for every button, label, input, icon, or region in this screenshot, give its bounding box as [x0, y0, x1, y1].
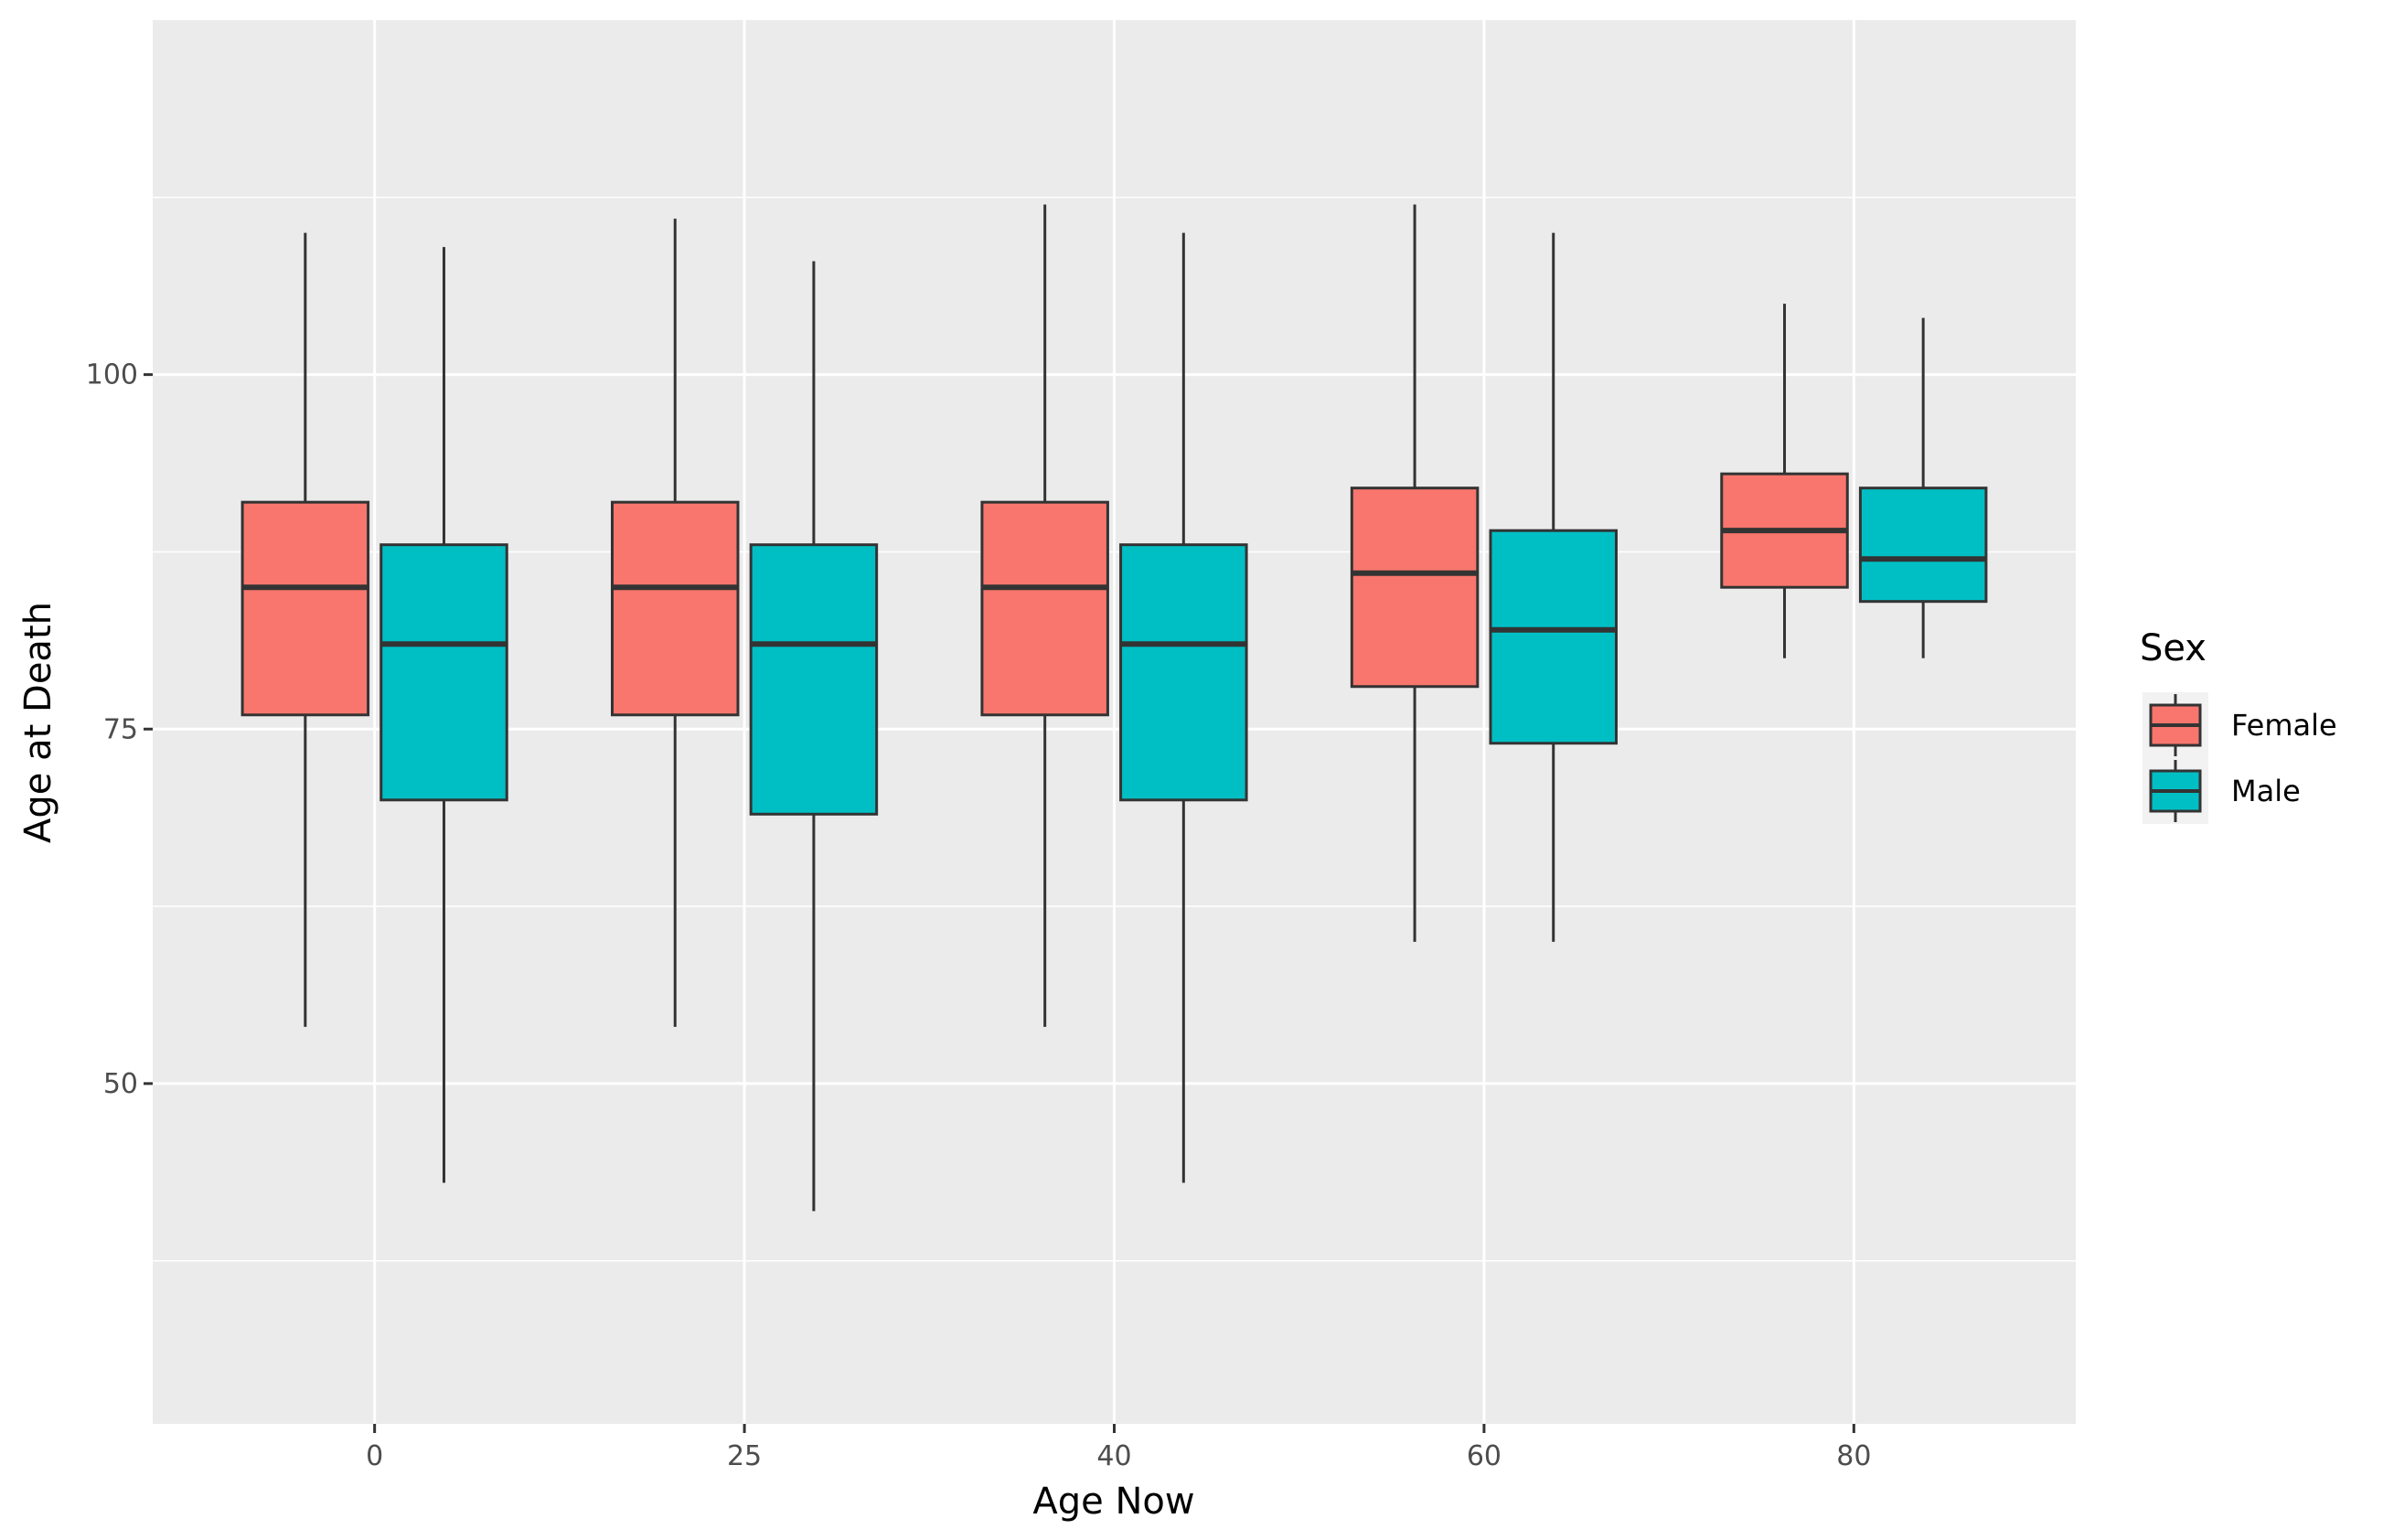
- y-tick-label: 50: [103, 1068, 138, 1100]
- box-body: [610, 500, 740, 717]
- box-body: [379, 543, 508, 802]
- box-female-40: [980, 204, 1109, 1027]
- x-tick-label: 0: [366, 1440, 383, 1472]
- major-gridlines: [153, 20, 2076, 1424]
- box-female-0: [240, 232, 370, 1027]
- box-body: [240, 500, 370, 717]
- legend-title: Sex: [2140, 627, 2207, 669]
- y-axis: 50 75 100: [86, 359, 153, 1100]
- box-male-40: [1119, 232, 1248, 1183]
- x-tick-label: 60: [1467, 1440, 1501, 1472]
- box-body: [980, 500, 1109, 717]
- box-body: [1350, 487, 1480, 689]
- y-tick-label: 100: [86, 359, 138, 391]
- box-groups: [240, 204, 1988, 1212]
- box-body: [1858, 487, 1988, 604]
- legend: Sex Female Male: [2140, 627, 2337, 824]
- box-male-60: [1489, 232, 1619, 942]
- x-axis-title: Age Now: [1032, 1481, 1194, 1523]
- box-body: [749, 543, 879, 816]
- legend-label-male: Male: [2231, 774, 2301, 808]
- box-female-25: [610, 219, 740, 1027]
- legend-label-female: Female: [2231, 708, 2337, 743]
- x-tick-label: 40: [1096, 1440, 1131, 1472]
- y-axis-title: Age at Death: [17, 602, 59, 843]
- x-axis: 0 25 40 60 80: [366, 1424, 1871, 1472]
- box-male-25: [749, 261, 879, 1212]
- box-male-80: [1858, 317, 1988, 658]
- box-body: [1489, 529, 1619, 745]
- box-male-0: [379, 247, 508, 1183]
- y-tick-label: 75: [103, 713, 138, 745]
- box-body: [1119, 543, 1248, 802]
- x-tick-label: 80: [1836, 1440, 1871, 1472]
- box-female-60: [1350, 204, 1480, 942]
- x-tick-label: 25: [727, 1440, 762, 1472]
- box-female-80: [1720, 304, 1849, 658]
- legend-key-female: [2143, 692, 2208, 758]
- legend-key-male: [2143, 758, 2208, 824]
